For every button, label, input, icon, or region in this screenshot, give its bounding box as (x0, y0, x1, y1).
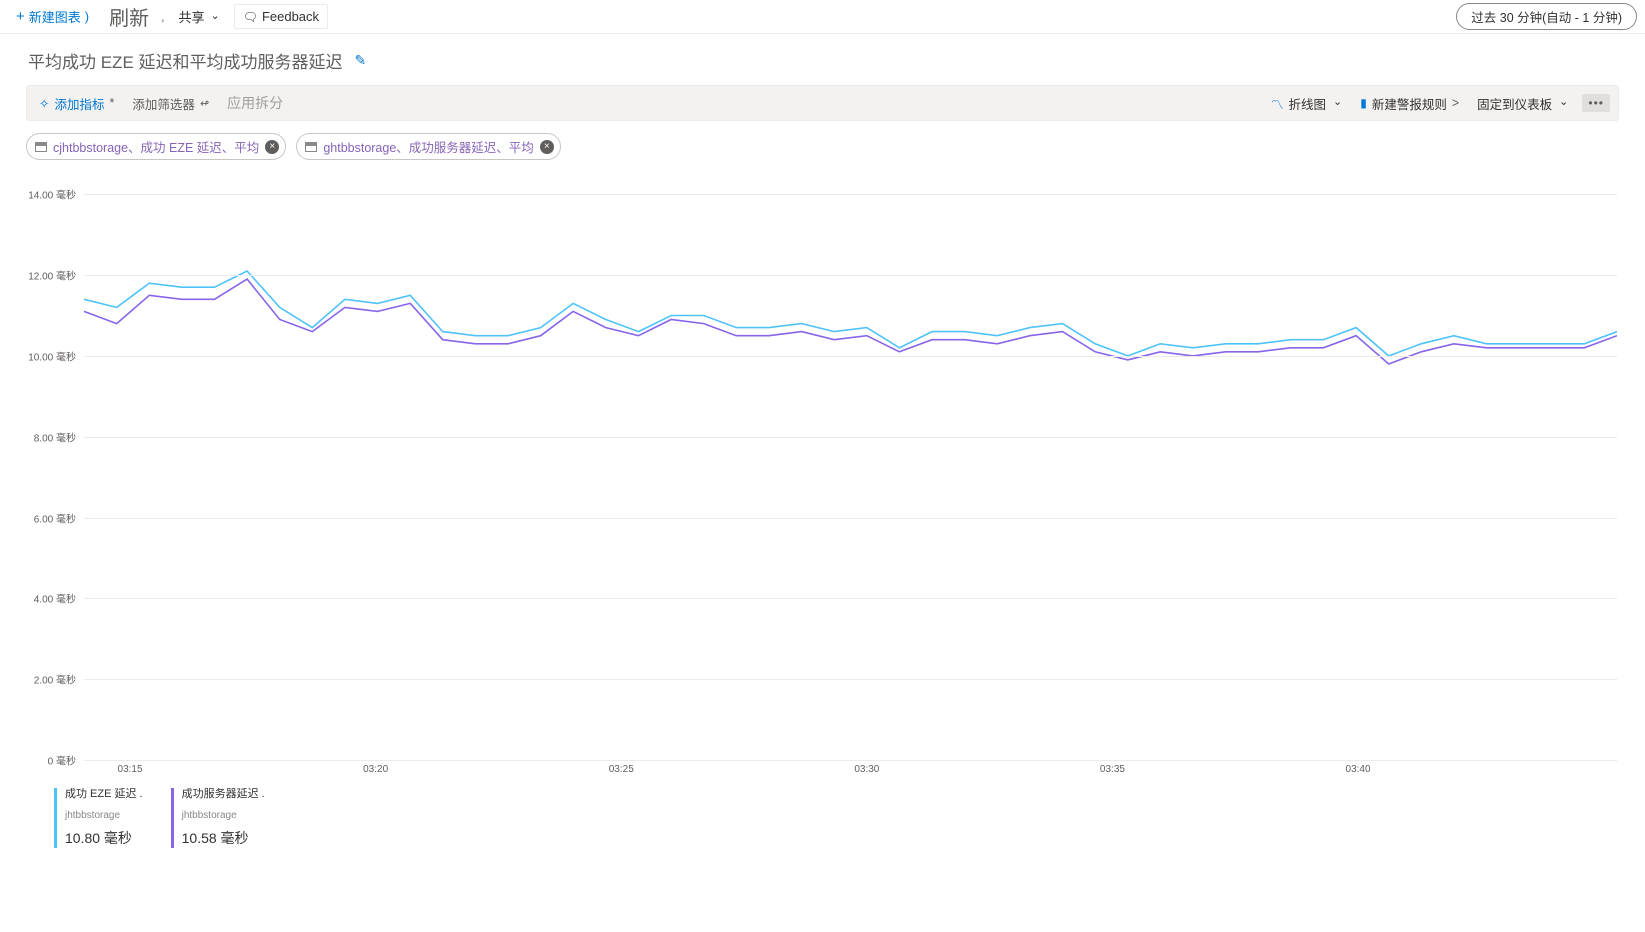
metric-chip[interactable]: cjhtbbstorage、成功 EZE 延迟、平均 × (26, 133, 286, 160)
new-alert-label: 新建警报规则 (1372, 94, 1447, 113)
new-alert-button[interactable]: 新建警报规则 > (1356, 92, 1463, 115)
chart-title: 平均成功 EZE 延迟和平均成功服务器延迟 (28, 48, 343, 73)
x-tick-label: 03:35 (1100, 764, 1125, 775)
x-axis-labels: 03:15 03:20 03:25 03:30 03:35 03:40 (84, 764, 1619, 780)
more-button[interactable]: ••• (1582, 94, 1610, 112)
legend-series-name: 成功 EZE 延迟 . (65, 788, 143, 802)
y-tick-label: 14.00 毫秒 (28, 187, 76, 202)
chip-label: cjhtbbstorage、成功 EZE 延迟、平均 (53, 137, 259, 156)
gridline (84, 275, 1617, 276)
legend-account: jhtbbstorage (65, 810, 143, 823)
gridline (84, 194, 1617, 195)
y-tick-label: 2.00 毫秒 (34, 672, 76, 687)
legend-account: jhtbbstorage (182, 810, 265, 823)
linechart-icon: 〽 (1271, 94, 1284, 113)
y-tick-label: 10.00 毫秒 (28, 348, 76, 363)
y-tick-label: 4.00 毫秒 (34, 591, 76, 606)
time-range-label: 过去 30 分钟(自动 - 1 分钟) (1471, 11, 1622, 25)
share-label: 共享 (178, 7, 204, 26)
add-filter-button[interactable]: 添加筛选器 (128, 92, 213, 115)
new-chart-button[interactable]: 新建图表 ) (8, 3, 97, 30)
x-tick-label: 03:20 (363, 764, 388, 775)
close-icon[interactable]: × (265, 140, 279, 154)
storage-icon (305, 142, 317, 152)
refresh-button[interactable]: 刷新 (109, 2, 149, 31)
legend-value: 10.58 毫秒 (182, 830, 265, 848)
add-filter-label: 添加筛选器 (132, 94, 195, 113)
chart-plot (84, 170, 1617, 760)
filter-icon (200, 96, 209, 110)
chart-series-line (84, 271, 1617, 356)
y-tick-label: 0 毫秒 (48, 753, 76, 768)
apply-split-label: 应用拆分 (227, 93, 283, 113)
chevron-down-icon (1557, 96, 1568, 110)
chart-series-line (84, 279, 1617, 364)
feedback-icon (243, 9, 258, 24)
x-tick-label: 03:30 (854, 764, 879, 775)
y-tick-label: 8.00 毫秒 (34, 429, 76, 444)
edit-title-icon[interactable]: ✎ (355, 52, 367, 69)
x-tick-label: 03:25 (609, 764, 634, 775)
gridline (84, 679, 1617, 680)
legend-series-name: 成功服务器延迟 . (182, 788, 265, 802)
time-range-picker[interactable]: 过去 30 分钟(自动 - 1 分钟) (1456, 3, 1637, 30)
chart-svg (84, 170, 1617, 760)
gridline (84, 760, 1617, 761)
gridline (84, 356, 1617, 357)
sparkle-icon (39, 96, 49, 111)
close-icon[interactable]: × (540, 140, 554, 154)
chevron-down-icon (208, 9, 219, 24)
chart-legend: 成功 EZE 延迟 . jhtbbstorage 10.80 毫秒 成功服务器延迟 .… (54, 788, 1619, 848)
feedback-label: Feedback (262, 9, 319, 24)
top-toolbar: 新建图表 ) 刷新 , 共享 Feedback 过去 30 分钟(自动 - 1 … (0, 0, 1645, 34)
chart-area: 0 毫秒2.00 毫秒4.00 毫秒6.00 毫秒8.00 毫秒10.00 毫秒… (26, 170, 1619, 760)
apply-split-button[interactable]: 应用拆分 (223, 91, 287, 115)
legend-value: 10.80 毫秒 (65, 830, 143, 848)
x-tick-label: 03:15 (118, 764, 143, 775)
share-button[interactable]: 共享 (170, 3, 227, 30)
y-axis-labels: 0 毫秒2.00 毫秒4.00 毫秒6.00 毫秒8.00 毫秒10.00 毫秒… (26, 170, 82, 760)
new-chart-label: 新建图表 (29, 7, 81, 26)
storage-icon (35, 142, 47, 152)
plus-icon (16, 8, 25, 25)
legend-item[interactable]: 成功服务器延迟 . jhtbbstorage 10.58 毫秒 (171, 788, 265, 848)
add-metric-label: 添加指标 (54, 94, 104, 113)
chart-title-row: 平均成功 EZE 延迟和平均成功服务器延迟 ✎ (0, 34, 1645, 81)
y-tick-label: 12.00 毫秒 (28, 268, 76, 283)
metric-chips-row: cjhtbbstorage、成功 EZE 延迟、平均 × ghtbbstorag… (0, 125, 1645, 164)
gridline (84, 437, 1617, 438)
pin-label: 固定到仪表板 (1477, 94, 1552, 113)
chip-label: ghtbbstorage、成功服务器延迟、平均 (323, 137, 533, 156)
feedback-button[interactable]: Feedback (234, 4, 328, 29)
metric-chip[interactable]: ghtbbstorage、成功服务器延迟、平均 × (296, 133, 560, 160)
gridline (84, 598, 1617, 599)
legend-item[interactable]: 成功 EZE 延迟 . jhtbbstorage 10.80 毫秒 (54, 788, 143, 848)
metrics-toolbar: 添加指标 * 添加筛选器 应用拆分 〽 折线图 新建警报规则 > 固定到仪表板 … (26, 85, 1619, 121)
add-metric-button[interactable]: 添加指标 * (35, 92, 118, 115)
chart-type-label: 折线图 (1288, 94, 1326, 113)
chevron-down-icon (1331, 96, 1342, 110)
gridline (84, 518, 1617, 519)
pin-dashboard-button[interactable]: 固定到仪表板 (1473, 92, 1572, 115)
alert-icon (1360, 96, 1367, 110)
x-tick-label: 03:40 (1346, 764, 1371, 775)
chart-type-dropdown[interactable]: 〽 折线图 (1267, 92, 1346, 115)
y-tick-label: 6.00 毫秒 (34, 510, 76, 525)
